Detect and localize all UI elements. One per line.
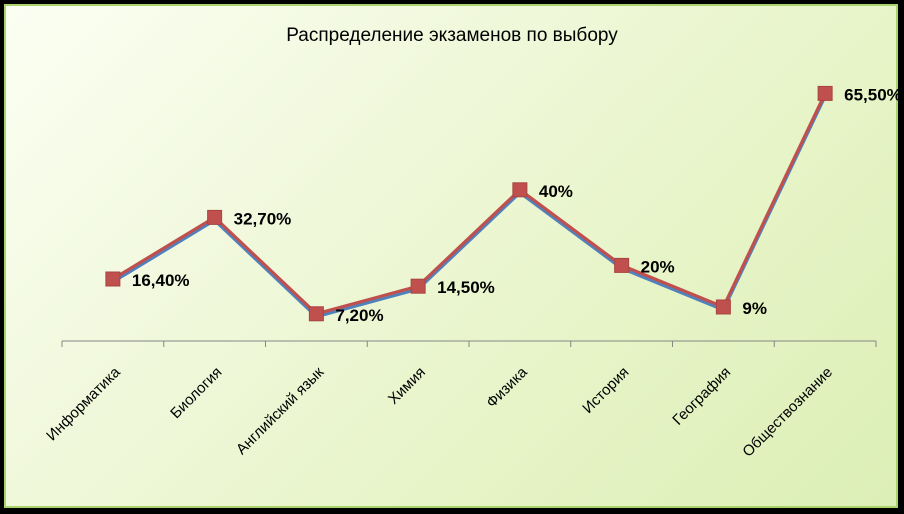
- data-point-marker: [308, 306, 324, 322]
- category-label: Физика: [483, 363, 531, 411]
- category-label: Обществознание: [739, 364, 836, 461]
- category-label: Биология: [167, 364, 225, 422]
- category-label: Информатика: [43, 363, 124, 444]
- series-line-1: [111, 94, 827, 319]
- category-label: Химия: [385, 364, 429, 408]
- data-label: 16,40%: [132, 271, 190, 290]
- data-label: 20%: [641, 257, 675, 276]
- data-label: 32,70%: [234, 209, 292, 228]
- category-label: История: [579, 364, 632, 417]
- series-line-2: [111, 91, 827, 316]
- data-label: 7,20%: [335, 306, 383, 325]
- chart-title: Распределение экзаменов по выбору: [286, 25, 618, 46]
- data-point-marker: [410, 278, 426, 294]
- data-point-marker: [817, 85, 833, 101]
- data-point-marker: [614, 257, 630, 273]
- category-label: География: [669, 364, 734, 429]
- data-label: 14,50%: [437, 278, 495, 297]
- data-point-marker: [207, 209, 223, 225]
- data-label: 40%: [539, 182, 573, 201]
- data-label: 65,50%: [844, 85, 902, 104]
- data-point-marker: [105, 271, 121, 287]
- data-point-marker: [512, 182, 528, 198]
- data-point-marker: [715, 299, 731, 315]
- category-label: Английский язык: [233, 364, 328, 459]
- data-label: 9%: [742, 299, 767, 318]
